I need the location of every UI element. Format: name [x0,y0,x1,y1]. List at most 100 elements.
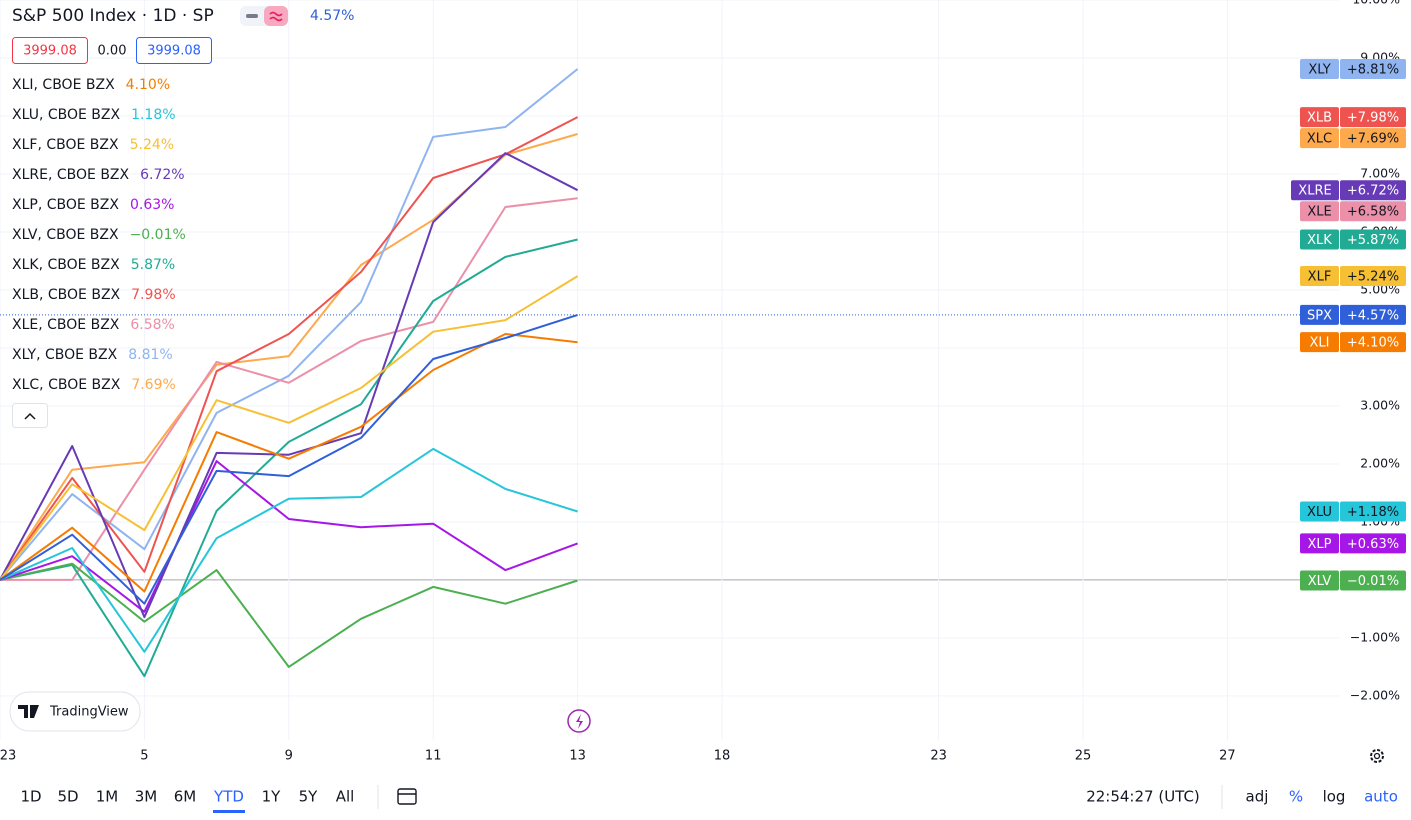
x-tick-label: 23 [0,749,16,764]
price-tags: SPX +4.57% XLI +4.10% XLU +1.18% XLF +5.24% XLRE… [1291,59,1406,591]
icon [1373,752,1381,760]
tag-value: +0.63% [1347,537,1399,552]
legend: XLI, CBOE BZX 4.10% XLU, CBOE BZX 1.18% XLF,… [12,77,186,393]
legend-name[interactable]: XLU, CBOE BZX [12,107,120,123]
tag-symbol: XLRE [1298,184,1331,199]
x-tick-label: 23 [930,749,947,764]
legend-name[interactable]: XLV, CBOE BZX [12,227,119,243]
legend-value: 5.87% [131,257,175,273]
legend-name[interactable]: XLRE, CBOE BZX [12,167,130,183]
legend-value: 6.58% [130,317,174,333]
tag-value: +8.81% [1347,63,1399,78]
logo-text: TradingView [49,705,129,720]
y-tick-label: −2.00% [1350,687,1400,702]
collapse-button[interactable] [12,403,48,428]
symbol-change: 4.57% [310,8,354,24]
spread: 0.00 [98,44,127,59]
period-button[interactable]: 1Y [262,788,282,806]
icon [576,714,583,729]
tag-value: +5.24% [1347,270,1399,285]
tag-value-box [1340,570,1406,591]
y-tick-label: 2.00% [1360,455,1400,470]
tag-value-box [1340,128,1406,149]
period-button[interactable]: 1M [96,788,119,806]
legend-name[interactable]: XLI, CBOE BZX [12,77,115,93]
tag-value-box [1340,107,1406,128]
tag-symbol: XLU [1307,505,1332,520]
icon [24,412,36,420]
tag-symbol: XLC [1307,132,1332,147]
tag-value-box [1340,229,1406,250]
tag-symbol-box [1300,107,1339,128]
x-tick-label: 25 [1075,749,1092,764]
option-button[interactable]: adj [1246,788,1269,806]
tag-symbol: SPX [1307,308,1332,323]
clock: 22:54:27 (UTC) [1086,788,1200,806]
tag-value: −0.01% [1347,574,1399,589]
tag-value: +4.10% [1347,336,1399,351]
bid-box[interactable] [12,37,88,64]
x-tick-label: 9 [285,749,293,764]
legend-name[interactable]: XLE, CBOE BZX [12,317,120,333]
period-button[interactable]: YTD [213,788,244,806]
tag-symbol-box [1300,229,1339,250]
tag-symbol: XLF [1308,270,1332,285]
y-tick-label: 7.00% [1360,165,1400,180]
period-button[interactable]: 5Y [299,788,319,806]
period-button[interactable]: All [336,788,355,806]
period-button[interactable]: 6M [174,788,197,806]
series-line [0,197,578,581]
tag-value: +6.72% [1347,184,1399,199]
active-underline [213,810,245,813]
toggle-active[interactable] [264,6,288,26]
legend-value: 7.98% [131,287,175,303]
legend-name[interactable]: XLF, CBOE BZX [12,137,119,153]
legend-value: 1.18% [131,107,175,123]
legend-name[interactable]: XLC, CBOE BZX [12,377,121,393]
settings-icon[interactable] [1370,749,1384,763]
tag-value: +7.69% [1347,132,1399,147]
legend-value: 0.63% [130,197,174,213]
tag-value-box [1340,533,1406,554]
tag-symbol-box [1300,201,1339,222]
toolbar: 1D 5D 1M 3M 6M YTD 1Y 5Y All 22:54:27 (UTC) adj% lo… [20,785,1398,813]
tag-symbol-box [1300,304,1339,325]
legend-name[interactable]: XLY, CBOE BZX [12,347,118,363]
series-line [0,447,578,653]
icon [246,14,258,18]
tag-symbol-box [1300,501,1339,522]
legend-value: 7.69% [131,377,175,393]
legend-name[interactable]: XLP, CBOE BZX [12,197,119,213]
x-tick-label: 5 [140,749,148,764]
symbol-title: S&P 500 Index · 1D · SP [12,6,214,26]
logo-icon [18,705,39,718]
period-button[interactable]: 3M [135,788,158,806]
option-button[interactable]: % [1289,788,1303,806]
legend-name[interactable]: XLB, CBOE BZX [12,287,121,303]
option-button[interactable]: log [1323,788,1346,806]
series-line [0,460,578,613]
ask-box[interactable] [136,37,212,64]
tag-value-box [1340,59,1406,80]
period-button[interactable]: 5D [57,788,78,806]
series-line [0,116,579,581]
tag-symbol-box [1300,570,1339,591]
tag-symbol-box [1300,128,1339,149]
legend-name[interactable]: XLK, CBOE BZX [12,257,120,273]
tag-value: +6.58% [1347,205,1399,220]
option-button[interactable]: auto [1364,788,1398,806]
period-button[interactable]: 1D [20,788,41,806]
series-line [0,152,579,619]
x-tick-label: 27 [1219,749,1236,764]
date-range-icon[interactable] [397,788,417,805]
tag-value-box [1340,266,1406,287]
tag-value-box [1340,304,1406,325]
legend-value: 6.72% [140,167,184,183]
logo-box[interactable] [9,691,141,732]
x-axis: 23 5 9 11 13 18 23 25 27 [0,749,1236,764]
legend-value: 4.10% [126,77,170,93]
series-line [0,68,579,581]
